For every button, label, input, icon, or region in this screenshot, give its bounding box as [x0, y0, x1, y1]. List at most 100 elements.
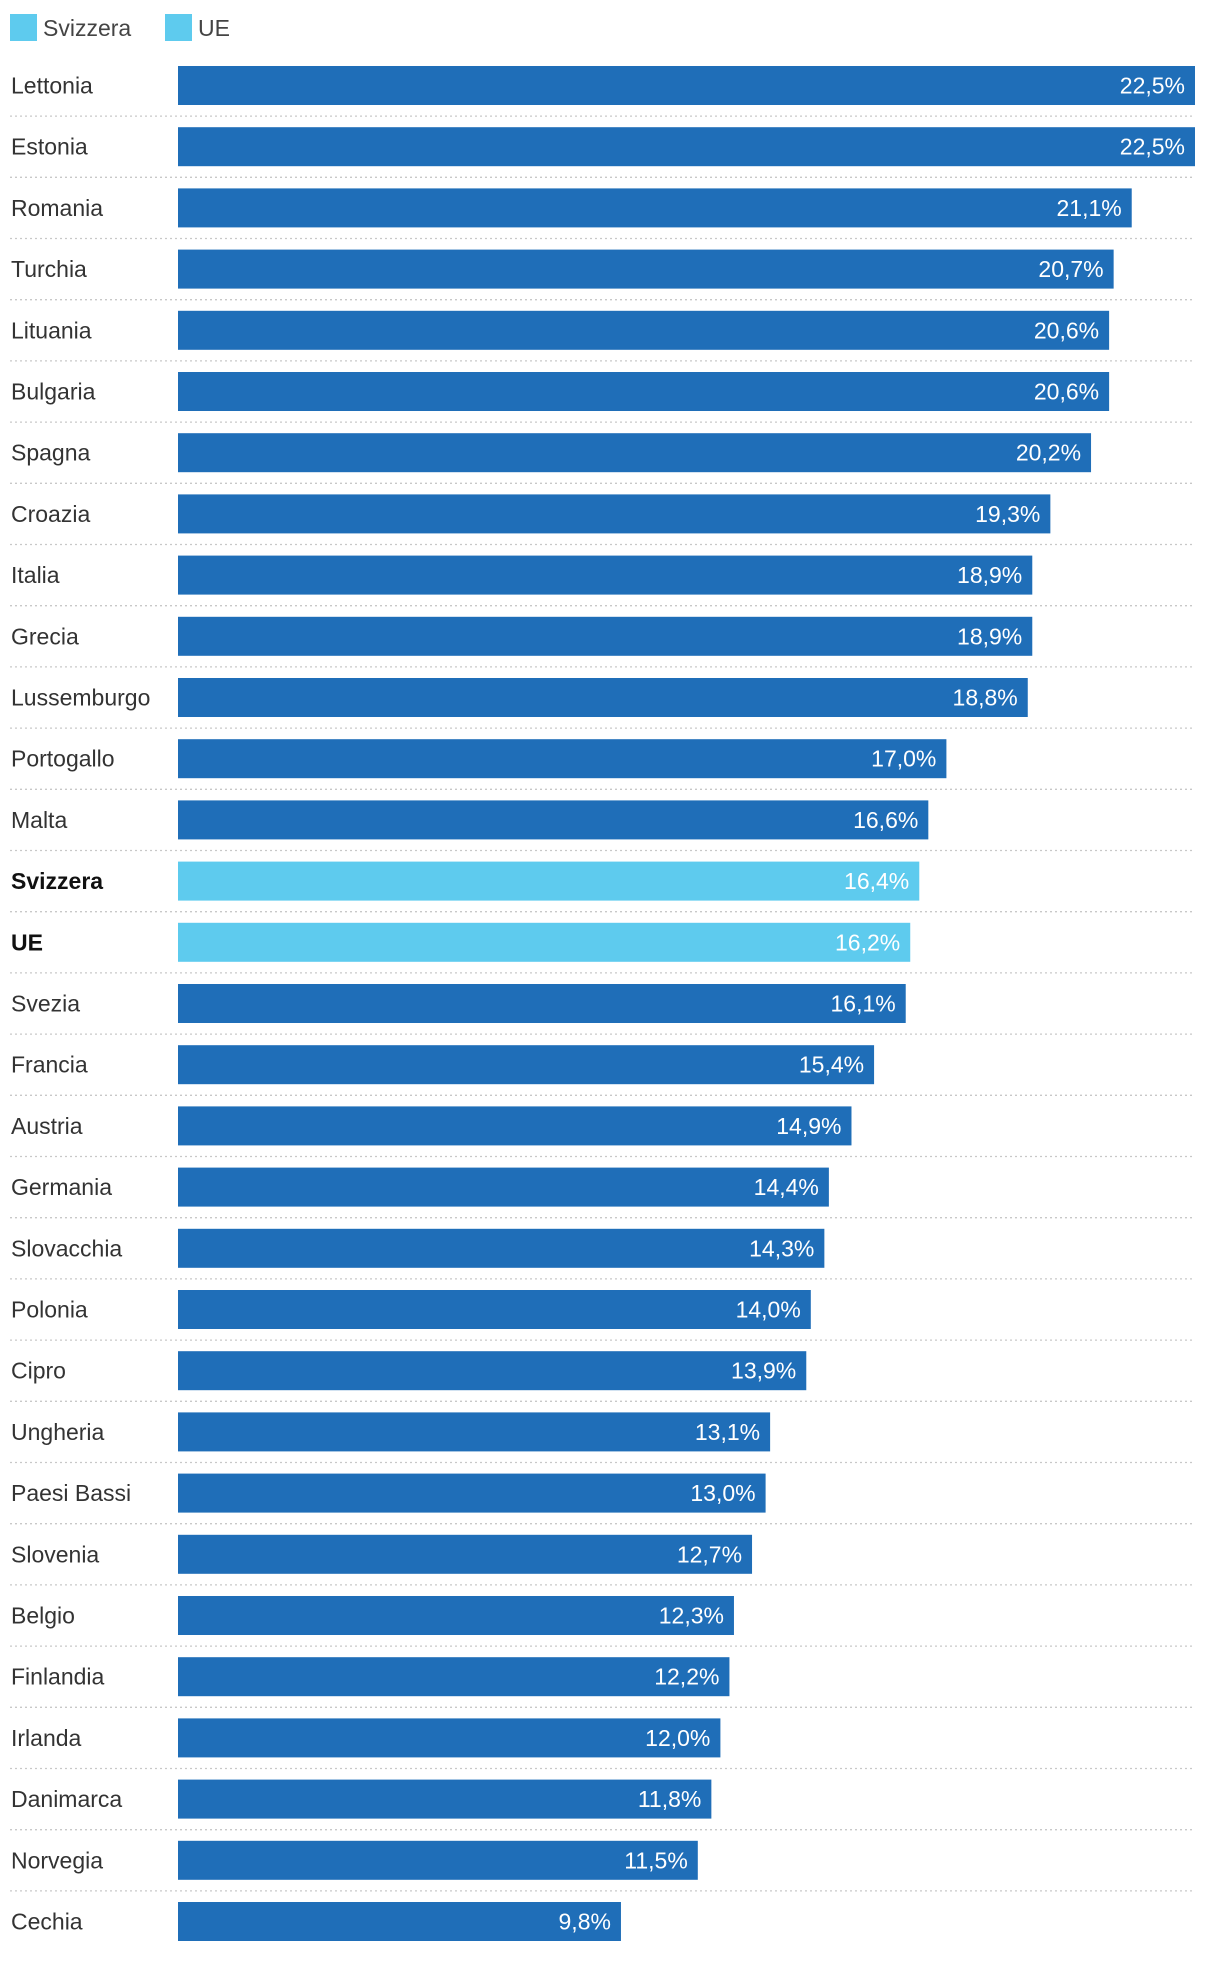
bar-bulgaria [178, 372, 1110, 411]
category-label: Polonia [11, 1297, 88, 1323]
category-label: Bulgaria [11, 379, 96, 405]
bar-slovacchia [178, 1228, 825, 1268]
value-label: 11,5% [624, 1847, 688, 1873]
value-label: 22,5% [1120, 134, 1185, 160]
category-label: Grecia [11, 623, 79, 649]
value-label: 20,7% [1038, 256, 1103, 282]
value-label: 21,1% [1057, 195, 1122, 221]
bar-polonia [178, 1290, 811, 1329]
value-label: 16,1% [831, 991, 896, 1017]
bar-slovenia [178, 1534, 753, 1574]
category-label: Paesi Bassi [11, 1480, 131, 1506]
bar-italia [178, 555, 1033, 595]
value-label: 13,9% [731, 1358, 796, 1384]
legend-label-0: Svizzera [43, 15, 131, 41]
category-label: Slovenia [11, 1541, 99, 1567]
value-label: 16,6% [853, 807, 918, 833]
legend-swatch-0 [10, 14, 37, 41]
value-label: 20,2% [1016, 440, 1081, 466]
value-label: 9,8% [559, 1909, 611, 1935]
bar-svezia [178, 984, 906, 1023]
bar-lituania [178, 310, 1110, 350]
bar-francia [178, 1045, 875, 1085]
value-label: 14,0% [736, 1297, 801, 1323]
value-label: 17,0% [871, 746, 936, 772]
value-label: 14,4% [754, 1174, 819, 1200]
bar-finlandia [178, 1657, 730, 1697]
category-label: Slovacchia [11, 1235, 122, 1261]
value-label: 15,4% [799, 1052, 864, 1078]
value-label: 12,2% [654, 1664, 719, 1690]
bar-ue [178, 922, 911, 962]
legend-label-1: UE [198, 15, 230, 41]
bar-germania [178, 1167, 829, 1207]
category-label: Svezia [11, 991, 80, 1017]
category-label: Ungheria [11, 1419, 105, 1445]
category-label: Lettonia [11, 73, 93, 99]
category-label: Lituania [11, 317, 92, 343]
category-label: Spagna [11, 440, 91, 466]
value-label: 14,3% [749, 1235, 814, 1261]
bar-romania [178, 188, 1132, 228]
bar-turchia [178, 249, 1114, 289]
bar-spagna [178, 433, 1092, 473]
value-label: 16,4% [844, 868, 909, 894]
value-label: 18,8% [953, 685, 1018, 711]
category-label: Irlanda [11, 1725, 82, 1751]
value-label: 13,0% [690, 1480, 755, 1506]
value-label: 20,6% [1034, 379, 1099, 405]
value-label: 20,6% [1034, 317, 1099, 343]
category-label: Austria [11, 1113, 83, 1139]
bar-lussemburgo [178, 678, 1028, 717]
bar-cipro [178, 1351, 807, 1391]
bar-croazia [178, 494, 1051, 534]
value-label: 16,2% [835, 929, 900, 955]
category-label: Belgio [11, 1603, 75, 1629]
value-label: 18,9% [957, 562, 1022, 588]
category-label: Croazia [11, 501, 90, 527]
bar-austria [178, 1106, 852, 1146]
legend: Svizzera UE [10, 14, 230, 41]
value-label: 19,3% [975, 501, 1040, 527]
value-label: 18,9% [957, 623, 1022, 649]
category-label: Estonia [11, 134, 88, 160]
bar-estonia [178, 127, 1195, 167]
value-label: 14,9% [776, 1113, 841, 1139]
category-label: Romania [11, 195, 103, 221]
category-label: Svizzera [11, 868, 103, 894]
bar-portogallo [178, 739, 947, 779]
category-label: Cechia [11, 1909, 83, 1935]
category-label: Finlandia [11, 1664, 105, 1690]
bar-paesi-bassi [178, 1473, 766, 1513]
category-label: Italia [11, 562, 60, 588]
value-label: 22,5% [1120, 73, 1185, 99]
category-label: Turchia [11, 256, 87, 282]
category-label: Portogallo [11, 746, 115, 772]
bar-lettonia [178, 66, 1195, 105]
category-label: Francia [11, 1052, 88, 1078]
value-label: 12,3% [659, 1603, 724, 1629]
category-label: Malta [11, 807, 67, 833]
category-label: Cipro [11, 1358, 66, 1384]
value-label: 11,8% [638, 1786, 702, 1812]
bar-irlanda [178, 1718, 721, 1758]
bar-danimarca [178, 1779, 712, 1819]
bar-norvegia [178, 1840, 698, 1880]
bar-svizzera [178, 861, 920, 901]
bar-belgio [178, 1596, 734, 1635]
bar-malta [178, 800, 929, 840]
value-label: 12,7% [677, 1541, 742, 1567]
category-label: Lussemburgo [11, 685, 150, 711]
category-label: UE [11, 929, 43, 955]
bar-ungheria [178, 1412, 771, 1452]
category-label: Germania [11, 1174, 112, 1200]
chart-rows: Lettonia 22,5% Estonia 22,5% Romania 21,1% Tur… [10, 66, 1195, 1941]
value-label: 12,0% [645, 1725, 710, 1751]
category-label: Norvegia [11, 1847, 103, 1873]
legend-swatch-1 [165, 14, 192, 41]
bar-cechia [178, 1902, 621, 1941]
category-label: Danimarca [11, 1786, 122, 1812]
value-label: 13,1% [695, 1419, 760, 1445]
bar-grecia [178, 616, 1033, 656]
